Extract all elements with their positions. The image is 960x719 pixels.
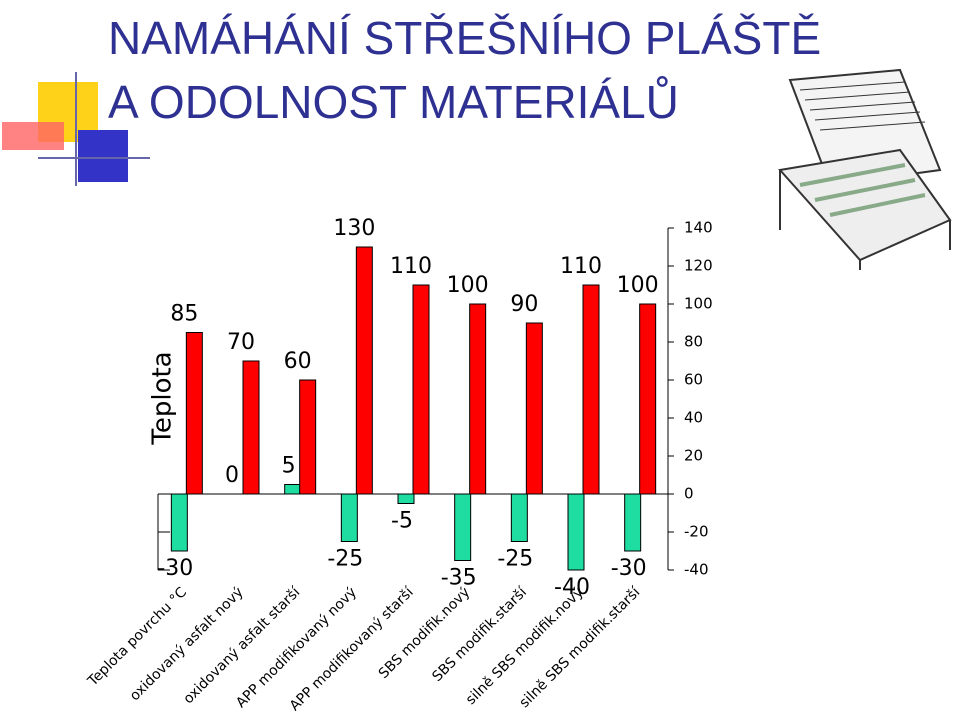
bar	[242, 360, 260, 495]
value-label: -30	[611, 556, 647, 581]
bar	[510, 493, 528, 542]
y-tick-label: -20	[684, 523, 709, 541]
value-label: -25	[497, 547, 533, 572]
value-label: 100	[447, 273, 489, 298]
value-label: 100	[617, 273, 659, 298]
title-line: A ODOLNOST MATERIÁLŮ	[108, 75, 679, 128]
bar	[185, 332, 203, 495]
bar	[582, 284, 600, 495]
y-axis-title: Teplota	[148, 351, 178, 445]
y-tick-label: -40	[684, 561, 709, 579]
bar	[340, 493, 358, 542]
bar	[525, 322, 543, 495]
value-label: 110	[560, 254, 602, 279]
value-label: 0	[225, 463, 239, 488]
decoration	[2, 72, 150, 186]
x-tick-label: oxidovaný asfalt starší	[180, 584, 304, 708]
value-label: -5	[391, 509, 413, 534]
value-label: 5	[282, 454, 296, 479]
y-tick-label: 0	[684, 485, 694, 503]
y-tick-label: 100	[684, 295, 713, 313]
value-label: 130	[333, 216, 375, 241]
x-tick-label: SBS modifik.starší	[429, 584, 530, 685]
bar	[397, 493, 415, 504]
x-tick-label: Teplota povrchu °C	[84, 584, 190, 690]
value-label: 110	[390, 254, 432, 279]
bar	[299, 379, 317, 495]
value-label: -40	[554, 575, 590, 600]
value-label: -35	[441, 566, 477, 591]
y-tick-label: 120	[684, 257, 713, 275]
value-label: 85	[170, 302, 198, 327]
y-tick-label: 80	[684, 333, 703, 351]
title-line: NAMÁHÁNÍ STŘEŠNÍHO PLÁŠTĚ	[108, 12, 821, 64]
x-tick-label: silně SBS modifik.nový	[463, 584, 587, 708]
y-tick-label: 40	[684, 409, 703, 427]
bar	[639, 303, 657, 495]
bar	[567, 493, 585, 571]
y-tick-label: 140	[684, 219, 713, 237]
value-label: 70	[227, 330, 255, 355]
x-tick-label: oxidovaný asfalt nový	[127, 584, 247, 704]
y-tick-label: 60	[684, 371, 703, 389]
bar	[469, 303, 487, 495]
value-label: 90	[510, 292, 538, 317]
value-label: -30	[157, 556, 193, 581]
value-label: 60	[284, 349, 312, 374]
bar	[170, 493, 188, 552]
bar	[454, 493, 472, 561]
bar	[355, 246, 373, 495]
bar	[284, 484, 302, 495]
roof-illustration	[778, 68, 952, 270]
y-tick-label: 20	[684, 447, 703, 465]
x-tick-label: silně SBS modifik.starší	[517, 584, 645, 712]
value-label: -25	[327, 547, 363, 572]
bar	[412, 284, 430, 495]
bar	[624, 493, 642, 552]
